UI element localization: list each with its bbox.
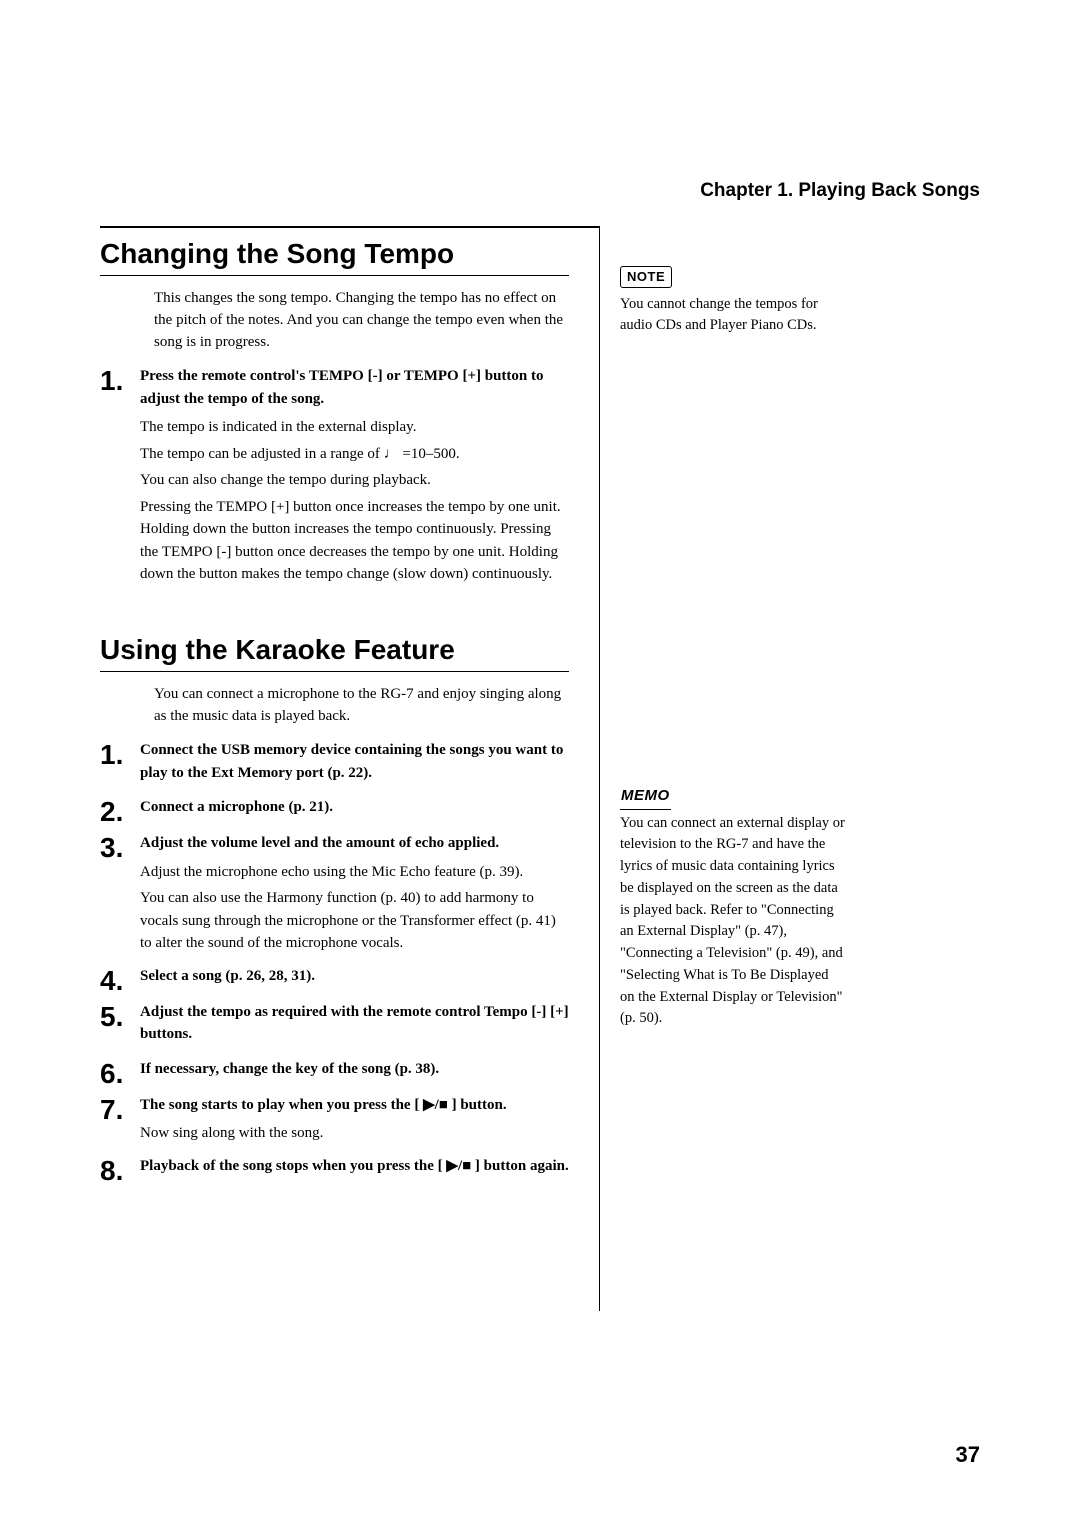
memo-block: MEMO You can connect an external display… (620, 785, 845, 1030)
step-number: 5. (100, 1001, 140, 1052)
step-number: 6. (100, 1058, 140, 1088)
note-text: You cannot change the tempos for audio C… (620, 294, 845, 338)
step-number: 7. (100, 1094, 140, 1149)
step-instruction: Playback of the song stops when you pres… (140, 1155, 569, 1178)
step-number: 2. (100, 796, 140, 826)
note-label: NOTE (620, 266, 672, 288)
main-column: Changing the Song Tempo This changes the… (100, 226, 600, 1311)
step-instruction: Connect a microphone (p. 21). (140, 796, 569, 819)
step-instruction: If necessary, change the key of the song… (140, 1058, 569, 1081)
sidebar-column: NOTE You cannot change the tempos for au… (600, 226, 845, 1311)
step-instruction: Select a song (p. 26, 28, 31). (140, 965, 569, 988)
section-title-tempo: Changing the Song Tempo (100, 228, 569, 276)
memo-text: You can connect an external display or t… (620, 813, 845, 1031)
step-instruction: Press the remote control's TEMPO [-] or … (140, 365, 569, 410)
step-row: 5. Adjust the tempo as required with the… (100, 1001, 569, 1052)
step-number: 3. (100, 832, 140, 959)
step-body: Press the remote control's TEMPO [-] or … (140, 365, 569, 590)
intro-tempo: This changes the song tempo. Changing th… (154, 288, 569, 353)
step-detail: Adjust the microphone echo using the Mic… (140, 861, 569, 884)
step-row: 8. Playback of the song stops when you p… (100, 1155, 569, 1185)
step-row: 2. Connect a microphone (p. 21). (100, 796, 569, 826)
chapter-header: Chapter 1. Playing Back Songs (100, 180, 980, 208)
step-instruction: Connect the USB memory device containing… (140, 739, 569, 784)
step-instruction: Adjust the volume level and the amount o… (140, 832, 569, 855)
step-number: 8. (100, 1155, 140, 1185)
step-row: 4. Select a song (p. 26, 28, 31). (100, 965, 569, 995)
content-row: Changing the Song Tempo This changes the… (100, 226, 980, 1311)
step-row: 1. Press the remote control's TEMPO [-] … (100, 365, 569, 590)
step-detail: The tempo can be adjusted in a range of … (140, 443, 569, 466)
step-detail: You can also change the tempo during pla… (140, 469, 569, 492)
section-title-karaoke: Using the Karaoke Feature (100, 624, 569, 672)
step-row: 6. If necessary, change the key of the s… (100, 1058, 569, 1088)
note-block: NOTE You cannot change the tempos for au… (620, 266, 845, 337)
page-number: 37 (956, 1442, 980, 1468)
step-detail: You can also use the Harmony function (p… (140, 887, 569, 955)
step-instruction: The song starts to play when you press t… (140, 1094, 569, 1117)
step-number: 4. (100, 965, 140, 995)
step-row: 3. Adjust the volume level and the amoun… (100, 832, 569, 959)
step-number: 1. (100, 365, 140, 590)
step-row: 1. Connect the USB memory device contain… (100, 739, 569, 790)
step-number: 1. (100, 739, 140, 790)
memo-label: MEMO (620, 785, 671, 810)
intro-karaoke: You can connect a microphone to the RG-7… (154, 684, 569, 728)
step-row: 7. The song starts to play when you pres… (100, 1094, 569, 1149)
step-detail: Now sing along with the song. (140, 1122, 569, 1145)
step-detail: Pressing the TEMPO [+] button once incre… (140, 496, 569, 586)
step-detail: The tempo is indicated in the external d… (140, 416, 569, 439)
step-instruction: Adjust the tempo as required with the re… (140, 1001, 569, 1046)
